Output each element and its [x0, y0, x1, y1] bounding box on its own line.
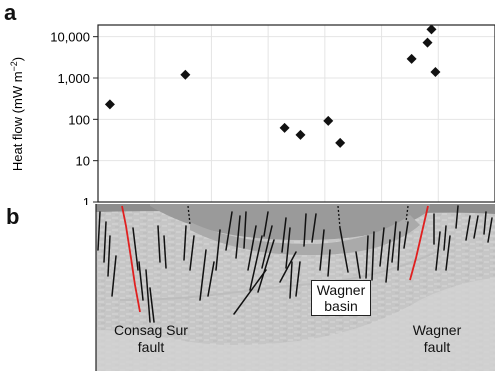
fault-line	[385, 239, 391, 283]
fault-line	[235, 215, 241, 259]
wagner-label-line1: Wagner	[412, 322, 462, 338]
fault-lines	[97, 205, 493, 323]
fault-line	[243, 211, 247, 249]
consag-sur-fault-label: Consag Sur fault	[106, 322, 196, 356]
chart-grid	[98, 25, 495, 203]
fault-line	[435, 231, 441, 271]
fault-line	[281, 217, 287, 253]
fault-line	[189, 235, 195, 271]
water-column	[96, 204, 495, 215]
fault-line	[289, 261, 293, 299]
fault-line	[339, 227, 349, 273]
fault-line	[225, 211, 233, 251]
y-tick-label: 1	[83, 195, 90, 205]
fault-line	[145, 269, 151, 323]
data-points	[104, 24, 441, 148]
fault-line	[311, 213, 317, 243]
fault-line	[397, 231, 401, 271]
data-point-diamond	[323, 115, 334, 126]
fault-line	[233, 269, 267, 315]
fault-line	[371, 231, 375, 281]
fault-line	[247, 225, 257, 271]
data-point-diamond	[406, 53, 417, 64]
wagner-basin-callout: Wagner basin	[311, 280, 371, 316]
fault-line	[149, 287, 155, 323]
fault-line	[473, 215, 479, 239]
fault-line	[183, 225, 187, 261]
data-point-diamond	[279, 122, 290, 133]
basin-label-line1: Wagner	[316, 282, 366, 298]
fault-line	[355, 251, 361, 279]
fault-line	[285, 227, 291, 269]
fault-line	[465, 215, 471, 241]
fault-line	[319, 229, 325, 271]
fault-line	[97, 211, 101, 251]
fault-line	[107, 235, 111, 277]
fault-line	[215, 229, 221, 271]
data-point-diamond	[104, 99, 115, 110]
y-tick-label: 100	[68, 112, 90, 127]
fault-line	[403, 221, 409, 249]
fault-line	[199, 249, 207, 301]
basin-label-line2: basin	[324, 298, 358, 314]
panel-b-label: b	[6, 204, 20, 229]
fault-line	[111, 255, 117, 297]
fault-line	[455, 205, 459, 229]
data-point-diamond	[180, 69, 191, 80]
fault-line	[327, 249, 331, 277]
fault-line	[157, 225, 161, 263]
fault-line	[379, 227, 385, 267]
plot-frame	[97, 24, 495, 203]
data-point-diamond	[422, 37, 433, 48]
fault-line	[483, 211, 487, 235]
consag-label-line2: fault	[137, 339, 165, 355]
y-tick-label: 10,000	[50, 30, 90, 45]
fault-line	[443, 225, 447, 251]
fault-line	[103, 221, 107, 263]
fault-line	[261, 225, 273, 269]
data-point-diamond	[295, 129, 306, 140]
fault-line	[163, 235, 167, 269]
fault-line	[207, 261, 215, 297]
fault-line	[279, 251, 297, 283]
fault-line	[295, 261, 301, 297]
fault-line	[365, 235, 369, 279]
wagner-label-line2: fault	[423, 339, 451, 355]
consag-sur-fault-trace	[121, 205, 141, 313]
y-tick-label: 1,000	[57, 71, 90, 86]
y-axis-label: Heat flow (mW m−2)	[9, 57, 25, 171]
consag-label-line1: Consag Sur	[114, 322, 188, 338]
fault-line	[303, 213, 307, 247]
data-point-diamond	[335, 137, 346, 148]
fault-line	[249, 235, 263, 291]
y-ticks: 1 10 100 1,000 10,000	[50, 30, 98, 205]
wagner-fault-trace	[409, 205, 429, 281]
heat-flow-chart: 1 10 100 1,000 10,000 Heat flow (mW m−2)	[9, 24, 495, 205]
data-point-diamond	[430, 66, 441, 77]
fault-line	[391, 221, 397, 263]
panel-a-label: a	[4, 0, 17, 25]
fault-line	[487, 217, 493, 243]
data-point-diamond	[426, 24, 437, 35]
fault-line	[263, 211, 269, 237]
wagner-fault-label: Wagner fault	[402, 322, 472, 356]
fault-line	[138, 261, 144, 301]
y-tick-label: 10	[76, 154, 90, 169]
fault-line	[257, 239, 275, 293]
fault-line	[445, 235, 451, 271]
fault-line	[132, 227, 139, 271]
upper-basin	[150, 204, 430, 240]
